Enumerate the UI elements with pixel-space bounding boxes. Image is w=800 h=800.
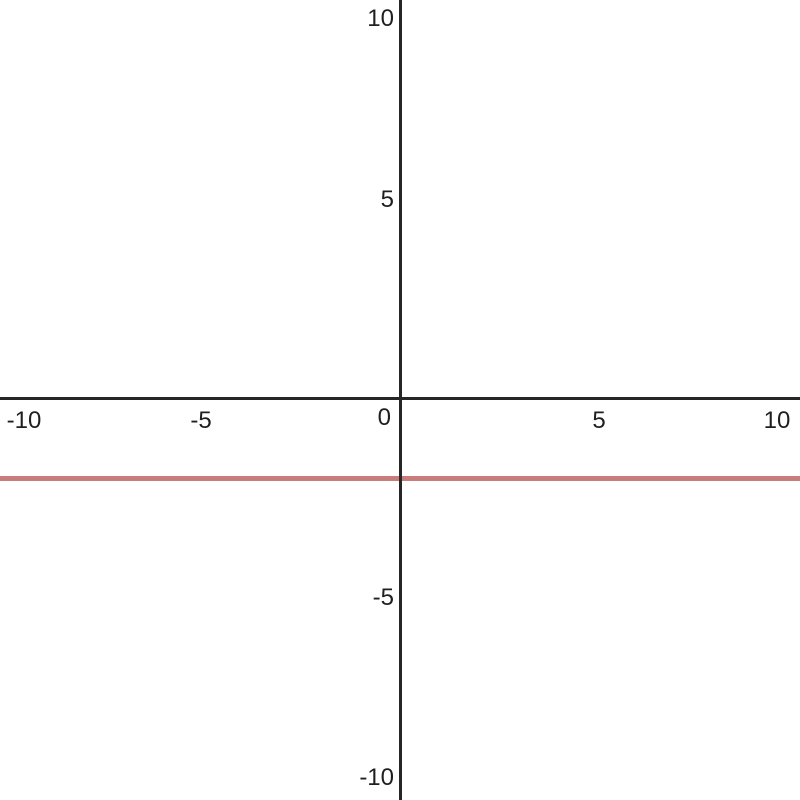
y-axis xyxy=(398,0,402,800)
y-axis-tick-label: 10 xyxy=(367,5,394,32)
x-axis xyxy=(0,397,800,400)
x-axis-tick-label: 5 xyxy=(592,407,606,434)
y-axis-tick-label: -10 xyxy=(359,764,394,791)
x-axis-tick-label: -10 xyxy=(6,407,42,434)
y-axis-tick-label: -5 xyxy=(372,583,394,611)
y-axis-tick-label: 5 xyxy=(380,185,394,213)
x-axis-tick-label: -5 xyxy=(190,407,212,434)
x-axis-tick-label: 10 xyxy=(763,407,791,434)
origin-tick-label: 0 xyxy=(377,404,391,431)
